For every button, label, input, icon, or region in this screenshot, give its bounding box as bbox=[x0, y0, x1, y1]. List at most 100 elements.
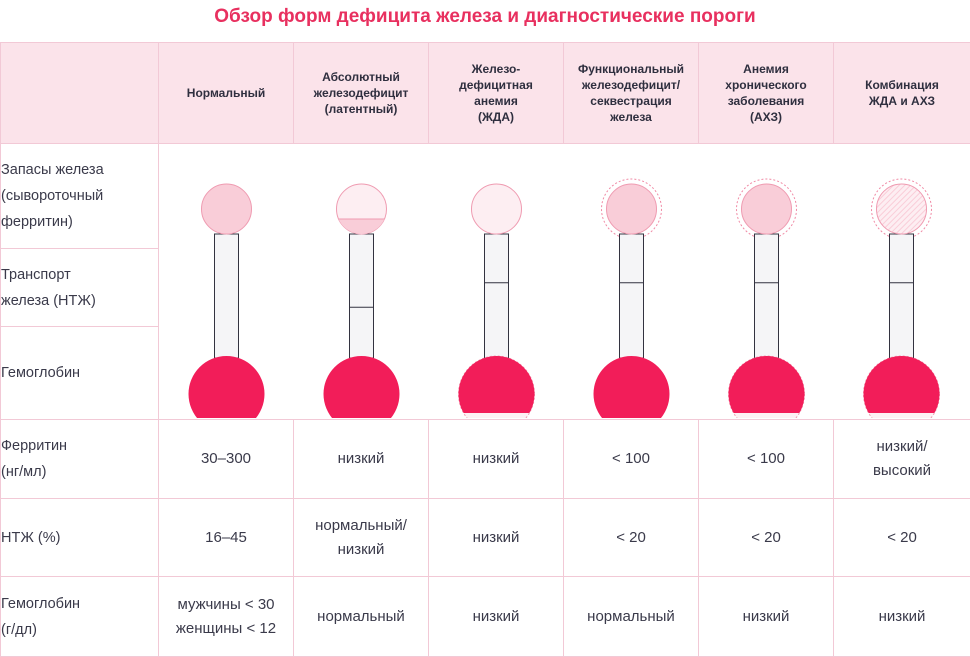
hemoglobin-value-acd: низкий bbox=[699, 577, 834, 657]
tsat-value-combination: < 20 bbox=[834, 499, 970, 577]
ferritin-value-normal: 30–300 bbox=[159, 420, 294, 499]
value-text-line: низкий/ bbox=[876, 438, 927, 455]
value-text-line: < 20 bbox=[751, 529, 781, 546]
iron-stores-circle bbox=[607, 184, 657, 234]
transport-tube bbox=[350, 234, 374, 358]
column-header-line: Железо- bbox=[472, 62, 521, 76]
diagram-area bbox=[159, 144, 970, 420]
column-header-line: Абсолютный bbox=[322, 70, 400, 84]
value-text-line: низкий bbox=[879, 608, 926, 625]
hemoglobin-level bbox=[864, 356, 940, 413]
row-label-iron-transport: Транспорт железа (НТЖ) bbox=[1, 249, 159, 327]
row-label-line: Гемоглобин bbox=[1, 365, 80, 381]
row-label-line: железа (НТЖ) bbox=[1, 293, 96, 309]
column-header-line: дефицитная bbox=[459, 78, 533, 92]
tsat-value-absolute: нормальный/низкий bbox=[294, 499, 429, 577]
iron-stores-circle bbox=[202, 184, 252, 234]
column-header-line: Анемия bbox=[743, 62, 789, 76]
row-label-line: НТЖ (%) bbox=[1, 530, 60, 546]
transport-tube bbox=[485, 234, 509, 358]
diagram-column-1 bbox=[189, 184, 265, 418]
diagram-column-6 bbox=[864, 179, 940, 418]
column-header-line: (ЖДА) bbox=[478, 110, 514, 124]
column-header-line: секвестрация bbox=[590, 94, 671, 108]
iron-status-diagram bbox=[159, 144, 969, 418]
value-text-line: низкий bbox=[473, 450, 520, 467]
tsat-value-functional: < 20 bbox=[564, 499, 699, 577]
value-text-line: нормальный bbox=[317, 608, 405, 625]
diagram-row-stores: Запасы железа (сывороточный ферритин) bbox=[1, 144, 970, 249]
value-text-line: низкий bbox=[338, 541, 385, 558]
hemoglobin-value-functional: нормальный bbox=[564, 577, 699, 657]
row-label-iron-stores: Запасы железа (сывороточный ферритин) bbox=[1, 144, 159, 249]
value-row-tsat: НТЖ (%) 16–45 нормальный/низкий низкий <… bbox=[1, 499, 970, 577]
row-label-line: Транспорт bbox=[1, 267, 71, 283]
iron-deficiency-table: Нормальный Абсолютный железодефицит (латен… bbox=[0, 42, 970, 657]
value-text-line: < 100 bbox=[747, 450, 785, 467]
value-text-line: < 20 bbox=[887, 529, 917, 546]
value-text-line: 16–45 bbox=[205, 529, 247, 546]
diagram-column-4 bbox=[594, 179, 670, 418]
row-label-line: Запасы железа bbox=[1, 162, 104, 178]
hemoglobin-circle bbox=[324, 356, 400, 418]
value-text-line: низкий bbox=[473, 529, 520, 546]
hemoglobin-value-absolute: нормальный bbox=[294, 577, 429, 657]
iron-stores-level bbox=[337, 219, 387, 234]
column-header-line: ЖДА и АХЗ bbox=[869, 94, 935, 108]
column-header-line: железодефицит bbox=[314, 86, 409, 100]
row-label-hemoglobin: Гемоглобин bbox=[1, 327, 159, 420]
column-header-line: (латентный) bbox=[325, 102, 398, 116]
value-text-line: мужчины < 30 bbox=[177, 596, 274, 613]
transport-tube bbox=[215, 234, 239, 358]
value-text-line: низкий bbox=[338, 450, 385, 467]
hemoglobin-circle bbox=[594, 356, 670, 418]
column-header-functional-deficiency: Функциональный железодефицит/секвестрация… bbox=[564, 43, 699, 144]
hemoglobin-level bbox=[459, 356, 535, 413]
row-label-line: (г/дл) bbox=[1, 622, 37, 638]
column-header-ida-acd-combination: Комбинация ЖДА и АХЗ bbox=[834, 43, 970, 144]
transport-tube bbox=[620, 234, 644, 358]
hemoglobin-value-ida: низкий bbox=[429, 577, 564, 657]
row-label-line: (нг/мл) bbox=[1, 464, 46, 480]
tsat-value-acd: < 20 bbox=[699, 499, 834, 577]
column-header-line: Функциональный bbox=[578, 62, 684, 76]
row-label-line: Ферритин bbox=[1, 438, 67, 454]
value-text-line: нормальный/ bbox=[315, 517, 407, 534]
column-header-line: заболевания bbox=[728, 94, 805, 108]
row-label-line: (сывороточный bbox=[1, 188, 103, 204]
transport-tube bbox=[890, 234, 914, 358]
column-header-ida: Железо-дефицитная анемия (ЖДА) bbox=[429, 43, 564, 144]
value-text-line: женщины < 12 bbox=[176, 620, 276, 637]
column-header-line: анемия bbox=[474, 94, 518, 108]
value-row-ferritin: Ферритин (нг/мл) 30–300 низкий низкий < 1… bbox=[1, 420, 970, 499]
row-label-tsat: НТЖ (%) bbox=[1, 499, 159, 577]
value-text-line: < 100 bbox=[612, 450, 650, 467]
column-header-line: Комбинация bbox=[865, 78, 939, 92]
transport-tube bbox=[755, 234, 779, 358]
ferritin-value-acd: < 100 bbox=[699, 420, 834, 499]
header-corner-cell bbox=[1, 43, 159, 144]
row-label-hemoglobin-level: Гемоглобин (г/дл) bbox=[1, 577, 159, 657]
hemoglobin-level bbox=[729, 356, 805, 413]
value-text-line: высокий bbox=[873, 462, 931, 479]
hemoglobin-value-combination: низкий bbox=[834, 577, 970, 657]
diagram-column-5 bbox=[729, 179, 805, 418]
column-header-line: железа bbox=[610, 110, 652, 124]
value-text-line: низкий bbox=[473, 608, 520, 625]
ferritin-value-absolute: низкий bbox=[294, 420, 429, 499]
header-row: Нормальный Абсолютный железодефицит (латен… bbox=[1, 43, 970, 144]
row-label-line: ферритин) bbox=[1, 214, 73, 230]
hemoglobin-value-normal: мужчины < 30 женщины < 12 bbox=[159, 577, 294, 657]
iron-stores-circle bbox=[472, 184, 522, 234]
column-header-normal: Нормальный bbox=[159, 43, 294, 144]
row-label-ferritin: Ферритин (нг/мл) bbox=[1, 420, 159, 499]
tsat-value-normal: 16–45 bbox=[159, 499, 294, 577]
column-header-line: железодефицит/ bbox=[582, 78, 680, 92]
row-label-line: Гемоглобин bbox=[1, 596, 80, 612]
column-header-absolute-deficiency: Абсолютный железодефицит (латентный) bbox=[294, 43, 429, 144]
value-row-hemoglobin: Гемоглобин (г/дл) мужчины < 30 женщины < 1… bbox=[1, 577, 970, 657]
hemoglobin-circle bbox=[189, 356, 265, 418]
column-header-line: Нормальный bbox=[187, 86, 265, 100]
diagram-column-2 bbox=[324, 184, 400, 418]
